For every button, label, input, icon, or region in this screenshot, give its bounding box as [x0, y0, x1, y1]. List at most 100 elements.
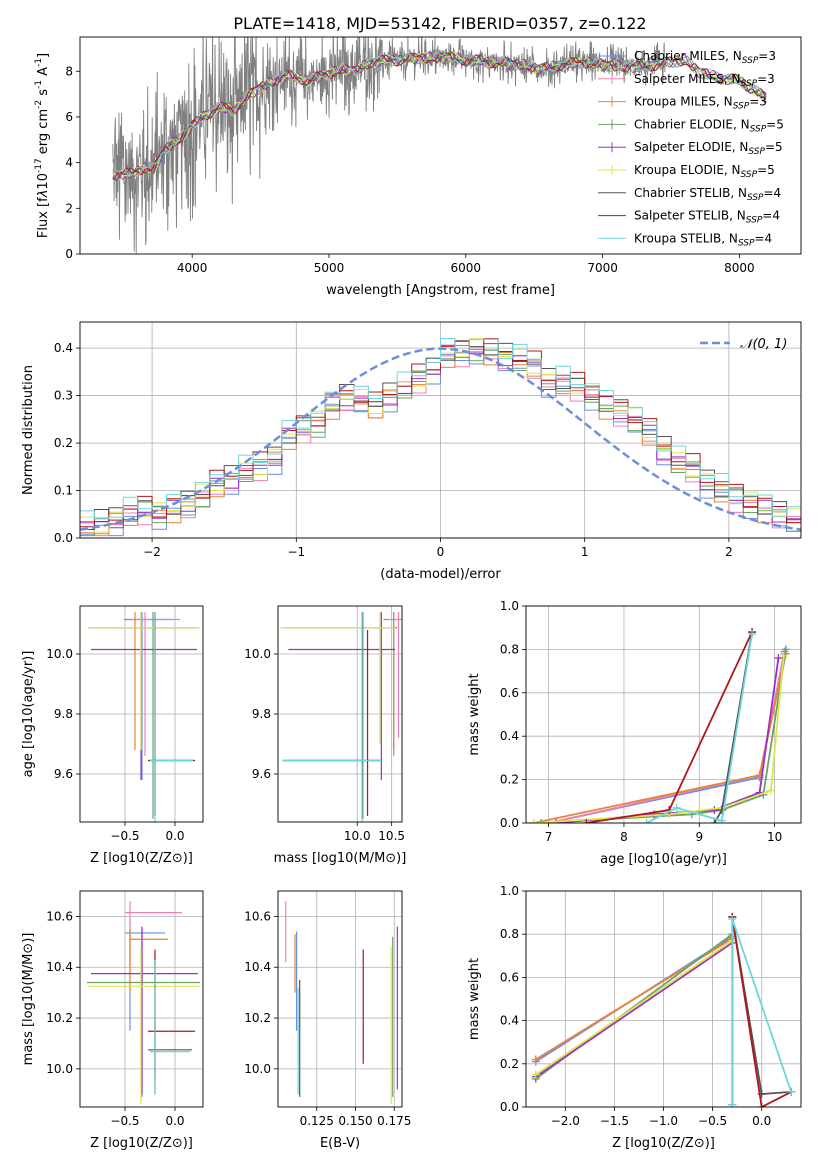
plus-marker [717, 816, 726, 823]
ticks: −0.5 0.0 9.6 9.8 10.0 [46, 647, 184, 843]
x-axis-label: Z [log10(Z/Z⊙)] [612, 1136, 715, 1151]
plot-area [87, 901, 200, 1105]
plot-area [280, 612, 402, 822]
x-tick-label: 7 [545, 830, 553, 844]
figure-title: PLATE=1418, MJD=53142, FIBERID=0357, z=0… [233, 14, 646, 33]
panel-mass-vs-Z: −0.5 0.0 10.0 10.2 10.4 10.6 Z [log10(Z/Z⊙)] ma… [21, 890, 204, 1151]
grid [278, 891, 402, 1107]
panel-mass-weight-vs-age: 7 8 9 10 0.0 0.2 0.4 0.6 0.8 1.0 age [log10(age/yr… [467, 599, 802, 867]
panel-residuals: −2 −1 0 1 2 0.0 0.1 0.2 0.3 0.4 (data-model)/error… [21, 321, 802, 582]
legend-label: Kroupa MILES, NSSP=3 [634, 95, 767, 112]
x-tick-label: 7000 [587, 261, 618, 275]
ticks: 4000 5000 6000 7000 8000 0 2 4 6 8 [65, 64, 754, 275]
point-chabrier-miles [383, 612, 398, 750]
ticks: −2 −1 0 1 2 0.0 0.1 0.2 0.3 0.4 [54, 341, 733, 559]
plus-marker [710, 805, 719, 814]
legend-label: Kroupa STELIB, NSSP=4 [634, 231, 772, 248]
x-tick-label: 0.0 [165, 1114, 184, 1128]
x-tick-label: 4000 [177, 261, 208, 275]
axes-frame [79, 321, 802, 539]
model-spectrum-salpeter-stelib [112, 52, 767, 180]
point-kroupa-stelib [282, 612, 382, 822]
y-tick-label: 0.0 [500, 816, 519, 830]
ticks: 0.125 0.150 0.175 10.0 10.2 10.4 10.6 [244, 909, 411, 1128]
y-tick-label: 10.0 [46, 647, 73, 661]
x-tick-label: 2 [725, 545, 733, 559]
x-tick-label: 9 [695, 830, 703, 844]
point-chabrier-miles [125, 921, 165, 1031]
plus-marker [529, 819, 538, 823]
x-tick-label: 10 [767, 830, 782, 844]
y-tick-label: 0.2 [500, 773, 519, 787]
plot-area [531, 912, 796, 1107]
plus-marker [552, 819, 561, 823]
panel-mass-vs-EBV: 0.125 0.150 0.175 10.0 10.2 10.4 10.6 E(B-V) [244, 890, 411, 1151]
y-tick-label: 9.8 [54, 707, 73, 721]
plot-area [529, 628, 790, 823]
plus-marker [748, 630, 757, 639]
x-tick-label: 0.125 [300, 1114, 334, 1128]
plus-marker [672, 803, 681, 812]
y-tick-label: 0.6 [500, 686, 519, 700]
series-kroupa-elodie [531, 936, 737, 1079]
y-axis-label: mass weight [467, 673, 482, 755]
y-tick-label: 10.0 [46, 1062, 73, 1076]
ticks: 10.0 10.5 9.6 9.8 10.0 [244, 647, 405, 843]
normal-curve [80, 347, 801, 531]
plus-marker [537, 819, 546, 823]
series-kroupa-stelib [642, 630, 757, 823]
series-line [535, 939, 733, 1076]
series-line [535, 942, 733, 1078]
ticks: −0.5 0.0 10.0 10.2 10.4 10.6 [46, 909, 184, 1128]
x-tick-label: 0 [437, 545, 445, 559]
legend-label: Salpeter MILES, NSSP=3 [634, 72, 775, 89]
y-axis-label: Normed distribution [21, 365, 36, 495]
x-tick-label: −1 [287, 545, 305, 559]
axes-frame [525, 605, 802, 824]
plus-marker [728, 1100, 737, 1107]
panel-mass-weight-vs-Z: −2.0 −1.5 −1.0 −0.5 0.0 0.0 0.2 0.4 0.6 0.8 1.0 Z [… [467, 884, 802, 1151]
plus-marker [582, 819, 591, 823]
point-kroupa-elodie [280, 612, 396, 744]
point-kroupa-elodie [88, 946, 200, 1105]
series-line [713, 631, 753, 823]
y-tick-label: 10.0 [244, 647, 271, 661]
y-tick-label: 9.6 [252, 767, 271, 781]
series-salpeter-miles [544, 649, 789, 823]
x-axis-label: Z [log10(Z/Z⊙)] [90, 851, 193, 866]
x-tick-label: 10.5 [378, 829, 405, 843]
series-kroupa-stelib [728, 915, 796, 1107]
axes-frame [79, 890, 204, 1108]
grid [278, 606, 402, 822]
y-tick-label: 9.8 [252, 707, 271, 721]
point-salpeter-elodie [91, 612, 197, 780]
point-salpeter-elodie [288, 612, 396, 780]
axes-frame [525, 890, 802, 1108]
axes-frame [277, 890, 403, 1108]
legend-label: Salpeter STELIB, NSSP=4 [634, 209, 780, 226]
y-tick-label: 0.4 [54, 341, 73, 355]
panel-age-vs-mass: 10.0 10.5 9.6 9.8 10.0 mass [log10(M/M⊙)] [244, 605, 406, 866]
x-tick-label: 5000 [314, 261, 345, 275]
y-tick-label: 0.0 [54, 531, 73, 545]
x-tick-label: 0.175 [377, 1114, 411, 1128]
x-tick-label: 0.0 [165, 829, 184, 843]
y-tick-label: 0.0 [500, 1100, 519, 1114]
panel-spectrum: 4000 5000 6000 7000 8000 0 2 4 6 8 wavelength [Ang… [34, 36, 802, 298]
axes-frame [277, 605, 403, 823]
residual-legend: 𝒩(0, 1) [700, 337, 787, 352]
y-axis-label: mass weight [467, 958, 482, 1040]
plot-area [88, 612, 200, 822]
x-tick-label: −0.5 [698, 1114, 727, 1128]
x-tick-label: −1.5 [600, 1114, 629, 1128]
plot-area [285, 901, 398, 1105]
y-tick-label: 4 [65, 156, 73, 170]
plus-marker [774, 654, 783, 663]
axes-frame [79, 36, 802, 255]
y-tick-label: 0.4 [500, 729, 519, 743]
x-axis-label: wavelength [Angstrom, rest frame] [326, 283, 555, 298]
y-axis-label: Flux [fλ10-17 erg cm-2 s-1 A-1] [34, 53, 51, 238]
y-tick-label: 10.4 [244, 960, 271, 974]
series-line [646, 634, 753, 823]
